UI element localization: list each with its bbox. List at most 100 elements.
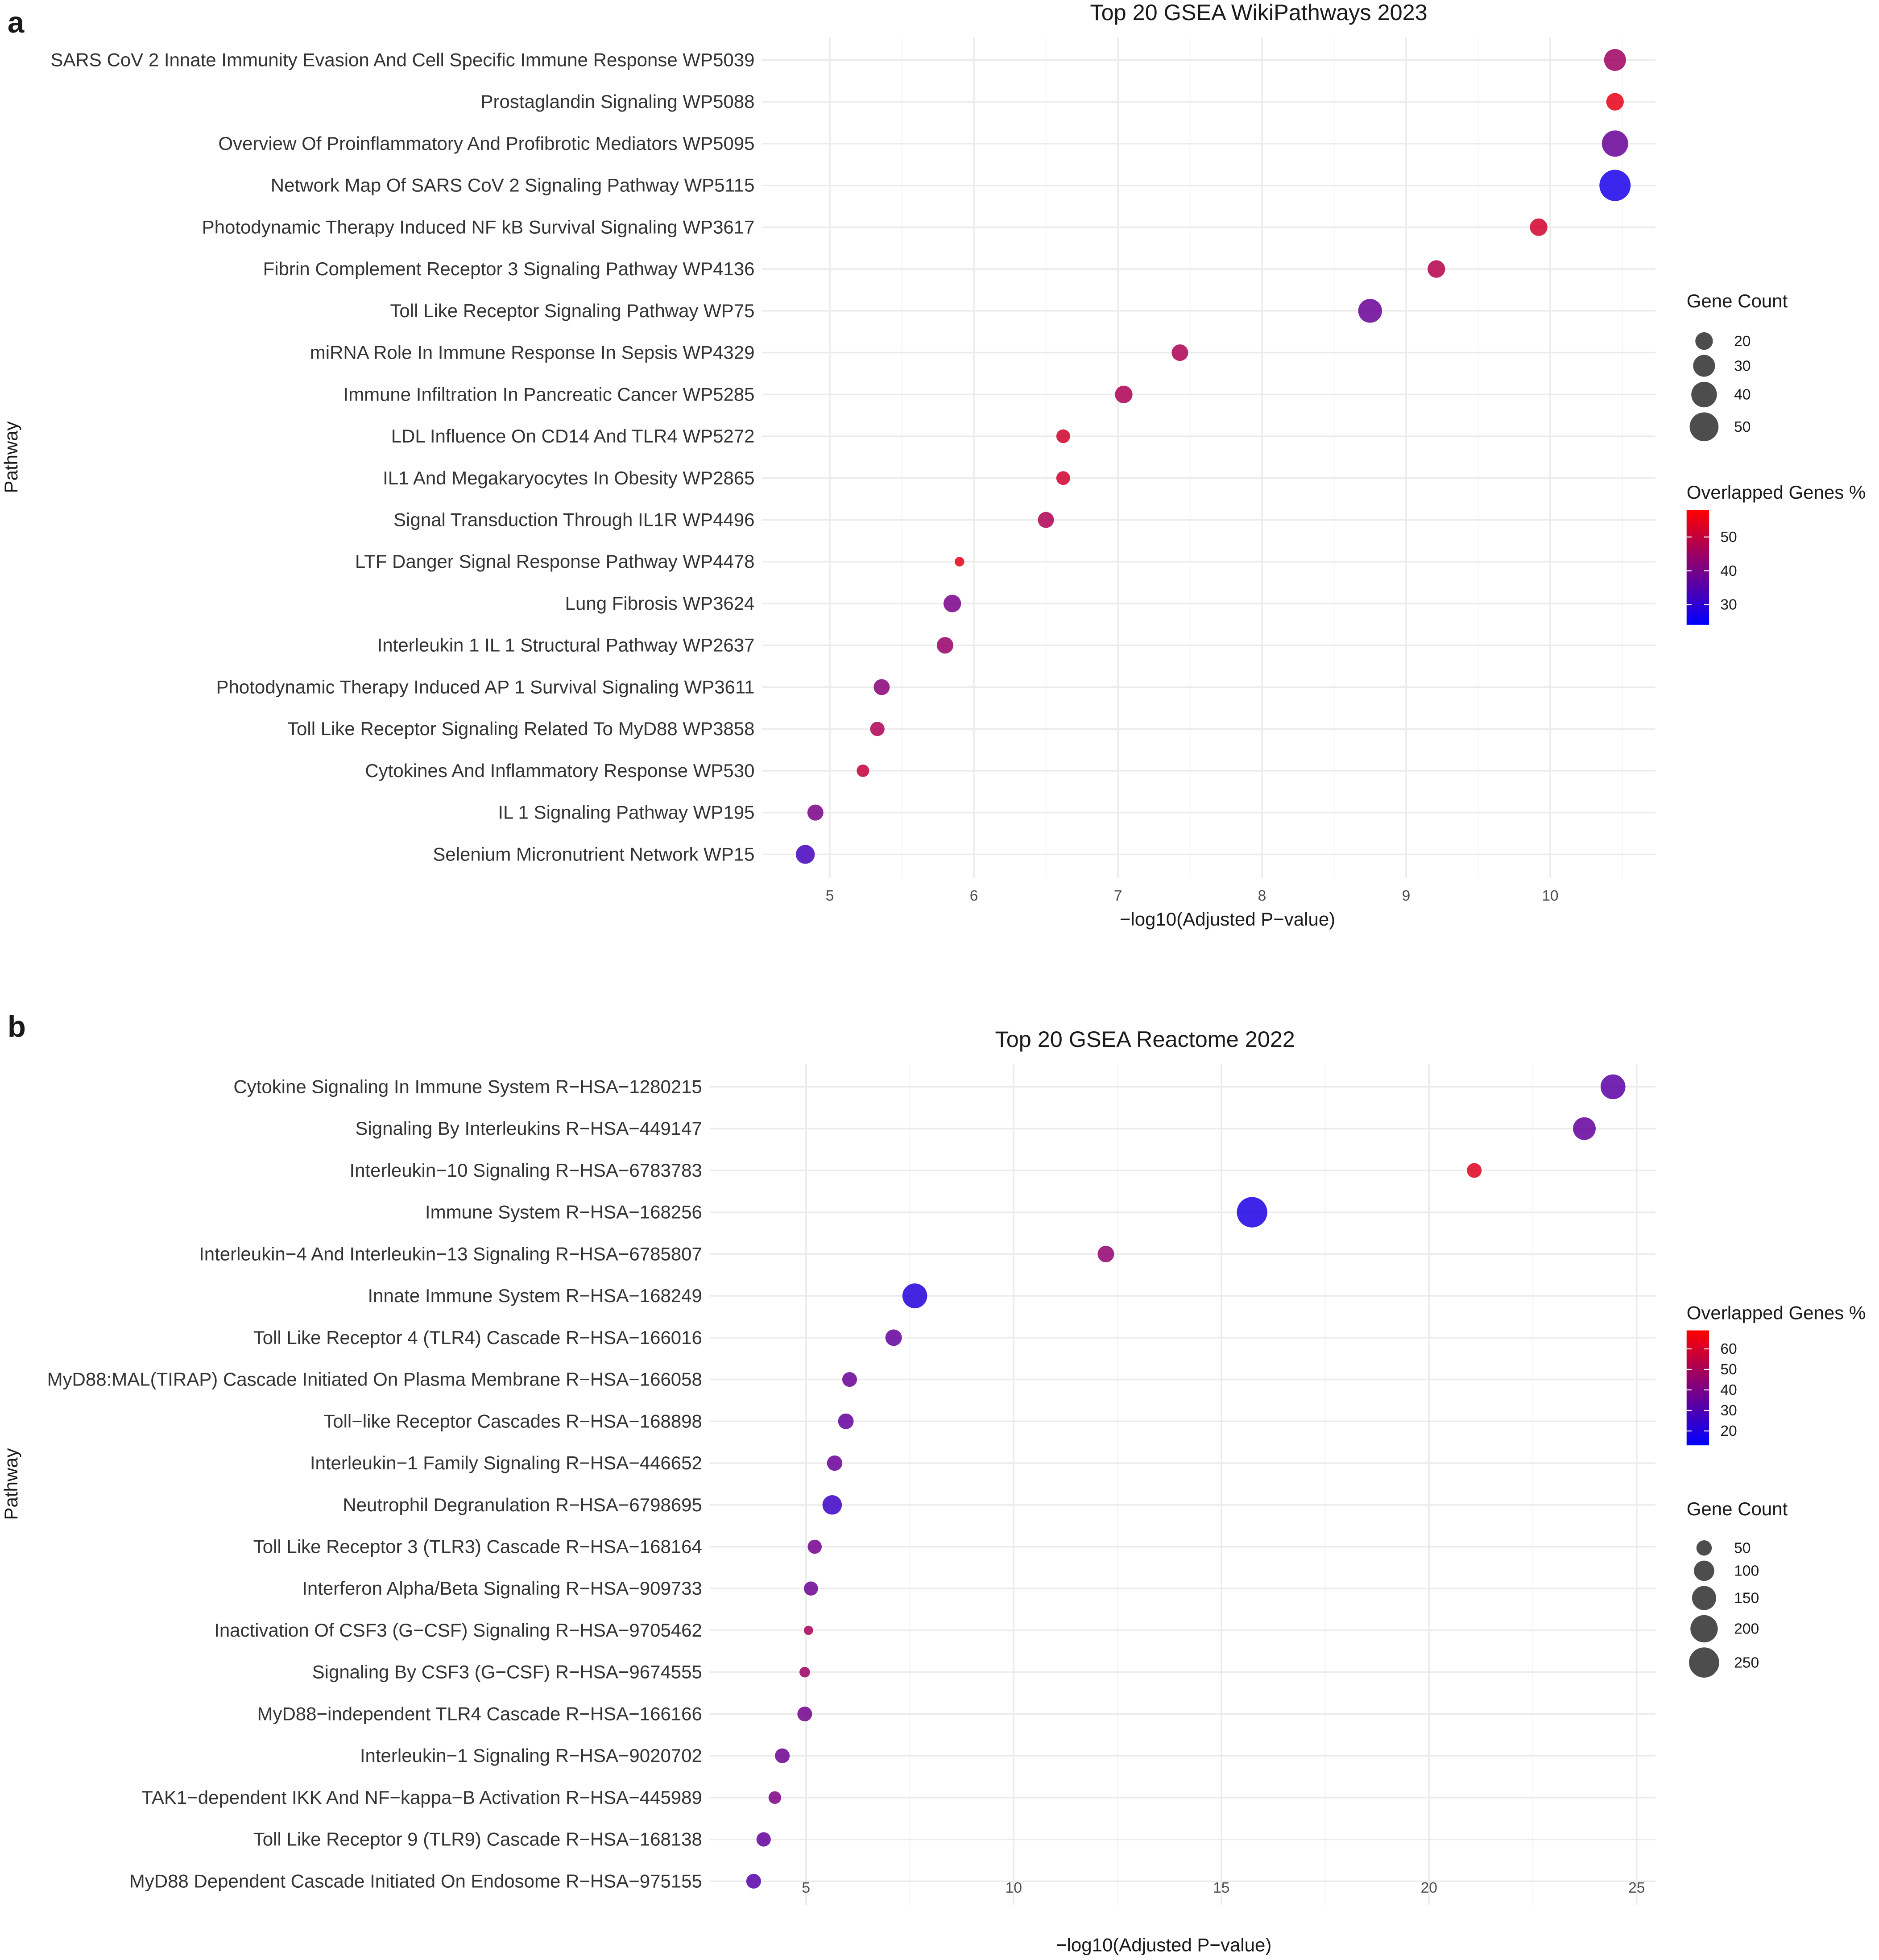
data-point	[1358, 299, 1382, 323]
data-point	[873, 679, 890, 695]
data-point	[1467, 1163, 1482, 1178]
data-point	[1097, 1245, 1114, 1262]
pathway-label: Interleukin 1 IL 1 Structural Pathway WP…	[377, 635, 755, 656]
x-tick-label: 7	[1114, 888, 1122, 904]
data-point	[797, 1706, 812, 1721]
pathway-label: Interleukin−10 Signaling R−HSA−6783783	[349, 1160, 702, 1181]
x-tick-label: 5	[826, 888, 834, 904]
data-point	[1530, 218, 1548, 236]
colorbar-label: 40	[1720, 563, 1737, 579]
panel-letter: a	[8, 6, 25, 39]
pathway-label: MyD88 Dependent Cascade Initiated On End…	[129, 1870, 702, 1891]
size-legend-label: 200	[1734, 1621, 1759, 1637]
x-axis-label: −log10(Adjusted P−value)	[1120, 909, 1335, 930]
data-point	[936, 637, 954, 654]
size-legend: Gene Count 50 100 150 200 250	[1687, 1498, 1788, 1678]
pathway-label: Signaling By Interleukins R−HSA−449147	[355, 1118, 702, 1139]
chart-title: Top 20 GSEA WikiPathways 2023	[1090, 0, 1427, 25]
size-legend-title: Gene Count	[1687, 290, 1788, 311]
pathway-label: Toll Like Receptor 9 (TLR9) Cascade R−HS…	[253, 1829, 702, 1850]
x-tick-label: 25	[1628, 1880, 1645, 1896]
colorbar-label: 60	[1720, 1341, 1737, 1357]
pathway-label: Signaling By CSF3 (G−CSF) R−HSA−9674555	[312, 1662, 702, 1683]
size-legend-key	[1693, 355, 1715, 377]
pathway-label: Cytokines And Inflammatory Response WP53…	[365, 760, 754, 781]
size-legend: Gene Count 20 30 40 50	[1687, 290, 1788, 442]
colorbar-label: 30	[1720, 1402, 1737, 1419]
pathway-label: Overview Of Proinflammatory And Profibro…	[218, 133, 754, 154]
size-legend-label: 30	[1734, 358, 1751, 374]
y-axis-label: Pathway	[0, 421, 21, 493]
pathway-label: LDL Influence On CD14 And TLR4 WP5272	[391, 426, 755, 447]
pathway-label: Fibrin Complement Receptor 3 Signaling P…	[263, 258, 755, 279]
color-legend-title: Overlapped Genes %	[1687, 1302, 1866, 1323]
pathway-label: Interleukin−1 Family Signaling R−HSA−446…	[310, 1452, 702, 1473]
pathway-label: Network Map Of SARS CoV 2 Signaling Path…	[271, 175, 755, 196]
data-point	[803, 1625, 813, 1635]
chart-title: Top 20 GSEA Reactome 2022	[995, 1026, 1295, 1052]
data-point	[1428, 260, 1445, 278]
data-point	[1602, 130, 1628, 157]
pathway-label: Immune System R−HSA−168256	[425, 1202, 702, 1223]
size-legend-label: 20	[1734, 333, 1751, 350]
pathway-label: IL 1 Signaling Pathway WP195	[498, 802, 754, 823]
data-point	[838, 1413, 854, 1429]
size-legend-key	[1695, 332, 1713, 350]
data-point	[799, 1666, 810, 1678]
pathway-label: Toll Like Receptor 3 (TLR3) Cascade R−HS…	[253, 1536, 702, 1557]
data-point	[943, 595, 961, 612]
size-legend-key	[1694, 1560, 1714, 1581]
pathway-label: Interleukin−4 And Interleukin−13 Signali…	[199, 1243, 702, 1264]
colorbar-label: 50	[1720, 529, 1737, 546]
pathway-label: Photodynamic Therapy Induced AP 1 Surviv…	[216, 676, 754, 697]
data-point	[1604, 49, 1626, 71]
data-point	[1056, 471, 1070, 485]
data-point	[1171, 344, 1188, 361]
pathway-label: Toll Like Receptor Signaling Pathway WP7…	[390, 300, 754, 321]
size-legend-key	[1689, 412, 1719, 442]
x-tick-label: 10	[1542, 888, 1558, 904]
size-legend-key	[1691, 381, 1717, 408]
data-point	[1606, 93, 1624, 111]
data-point	[1600, 1074, 1626, 1100]
pathway-label: Interferon Alpha/Beta Signaling R−HSA−90…	[302, 1578, 702, 1599]
size-legend-label: 40	[1734, 387, 1751, 403]
chart-panel-b: 5 10 15 20 25 Cytokine Signaling In Immune Sy…	[0, 1010, 1866, 1955]
x-tick-label: 9	[1402, 888, 1411, 904]
colorbar-label: 50	[1720, 1361, 1737, 1378]
data-point	[746, 1873, 761, 1889]
color-legend-title: Overlapped Genes %	[1687, 482, 1866, 503]
pathway-label: TAK1−dependent IKK And NF−kappa−B Activa…	[141, 1787, 702, 1808]
pathway-label: Prostaglandin Signaling WP5088	[480, 91, 754, 112]
size-legend-key	[1692, 1586, 1716, 1610]
chart-panel-a: 5 6 7 8 9 10 SARS CoV 2 Innate Immunity Evasio…	[0, 0, 1866, 930]
pathway-label: Toll−like Receptor Cascades R−HSA−168898	[323, 1410, 702, 1431]
pathway-label: MyD88−independent TLR4 Cascade R−HSA−166…	[257, 1703, 702, 1724]
data-point	[804, 1581, 818, 1596]
pathway-label: Interleukin−1 Signaling R−HSA−9020702	[360, 1745, 702, 1766]
pathway-label: IL1 And Megakaryocytes In Obesity WP2865	[383, 467, 754, 488]
size-legend-key	[1690, 1615, 1718, 1643]
pathway-label: Photodynamic Therapy Induced NF kB Survi…	[202, 216, 755, 237]
size-legend-label: 100	[1734, 1563, 1759, 1580]
size-legend-label: 150	[1734, 1590, 1759, 1607]
pathway-label: Neutrophil Degranulation R−HSA−6798695	[343, 1494, 702, 1515]
data-point	[795, 845, 815, 864]
pathway-label: miRNA Role In Immune Response In Sepsis …	[310, 342, 755, 363]
size-legend-key	[1689, 1647, 1719, 1678]
pathway-label: Toll Like Receptor Signaling Related To …	[287, 718, 754, 739]
colorbar	[1686, 1330, 1709, 1446]
data-point	[1573, 1117, 1596, 1140]
x-tick-label: 15	[1213, 1880, 1229, 1896]
data-point	[955, 557, 964, 566]
pathway-label: LTF Danger Signal Response Pathway WP447…	[355, 551, 755, 572]
color-legend: Overlapped Genes % 50 40 30	[1686, 482, 1866, 625]
data-point	[1056, 429, 1070, 443]
data-point	[1237, 1197, 1267, 1228]
data-point	[768, 1791, 782, 1804]
size-legend-label: 50	[1734, 419, 1751, 435]
size-legend-label: 50	[1734, 1540, 1751, 1556]
pathway-label: Innate Immune System R−HSA−168249	[368, 1285, 702, 1306]
data-point	[870, 722, 885, 736]
